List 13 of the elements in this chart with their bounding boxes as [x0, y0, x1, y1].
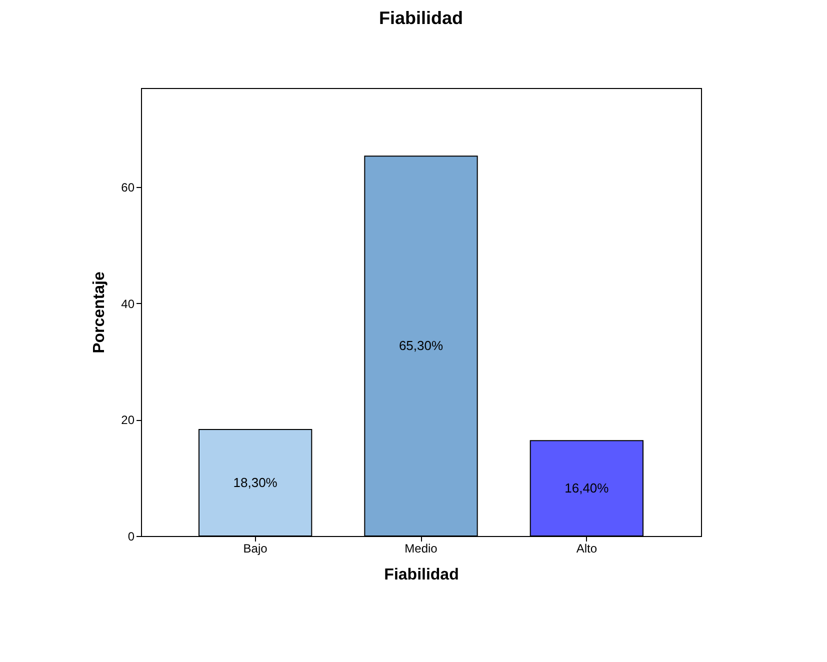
y-axis-title: Porcentaje: [91, 271, 108, 354]
y-tick-label: 40: [121, 296, 135, 311]
data-label: 16,40%: [564, 480, 610, 496]
y-tick-label: 20: [121, 413, 135, 428]
x-axis-title: Fiabilidad: [384, 566, 459, 584]
data-label: 65,30%: [398, 338, 444, 354]
y-tick-label: 0: [128, 530, 135, 544]
x-tick-label: Medio: [404, 542, 438, 556]
chart-title: Fiabilidad: [378, 8, 464, 28]
x-tick-label: Bajo: [243, 542, 268, 556]
data-label: 18,30%: [233, 474, 278, 490]
x-tick-label: Alto: [576, 542, 598, 556]
y-tick-label: 60: [121, 180, 135, 194]
